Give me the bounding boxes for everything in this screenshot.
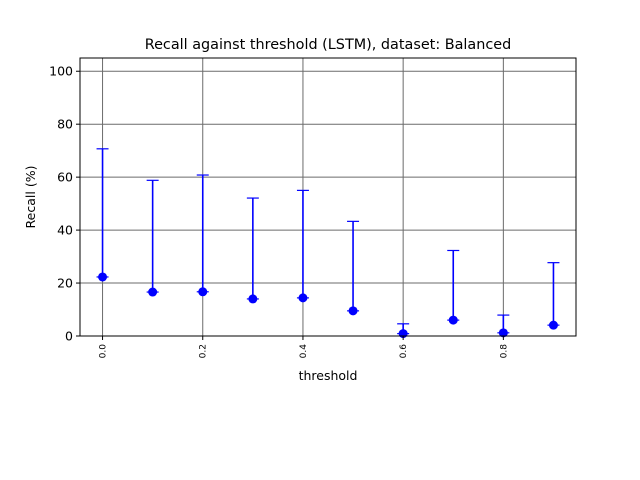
y-tick-label: 100 (49, 64, 73, 79)
x-axis-label: threshold (299, 368, 358, 383)
y-tick-label: 0 (65, 329, 73, 344)
data-point (498, 328, 508, 338)
y-ticks: 0 20 40 60 80 100 (49, 64, 80, 344)
y-tick-label: 60 (57, 170, 73, 185)
y-tick-label: 20 (57, 276, 73, 291)
x-tick-label: 0.4 (299, 344, 309, 359)
y-axis-label: Recall (%) (23, 166, 38, 229)
data-point (548, 320, 558, 330)
data-point (148, 287, 158, 297)
data-point (248, 294, 258, 304)
x-tick-label: 0.2 (199, 344, 209, 358)
data-point (448, 315, 458, 325)
x-tick-label: 0.0 (99, 344, 109, 359)
data-points (98, 272, 558, 339)
data-point (98, 272, 108, 282)
data-point (348, 306, 358, 316)
chart-title: Recall against threshold (LSTM), dataset… (145, 37, 512, 53)
y-tick-label: 40 (57, 223, 73, 238)
data-point (198, 287, 208, 297)
plot-frame (79, 57, 577, 337)
y-tick-label: 80 (57, 117, 73, 132)
x-tick-label: 0.8 (499, 344, 509, 359)
plot-area (80, 58, 576, 336)
x-tick-label: 0.6 (399, 344, 409, 359)
x-ticks: 0.0 0.2 0.4 0.6 0.8 (99, 336, 509, 359)
data-point (298, 293, 308, 303)
